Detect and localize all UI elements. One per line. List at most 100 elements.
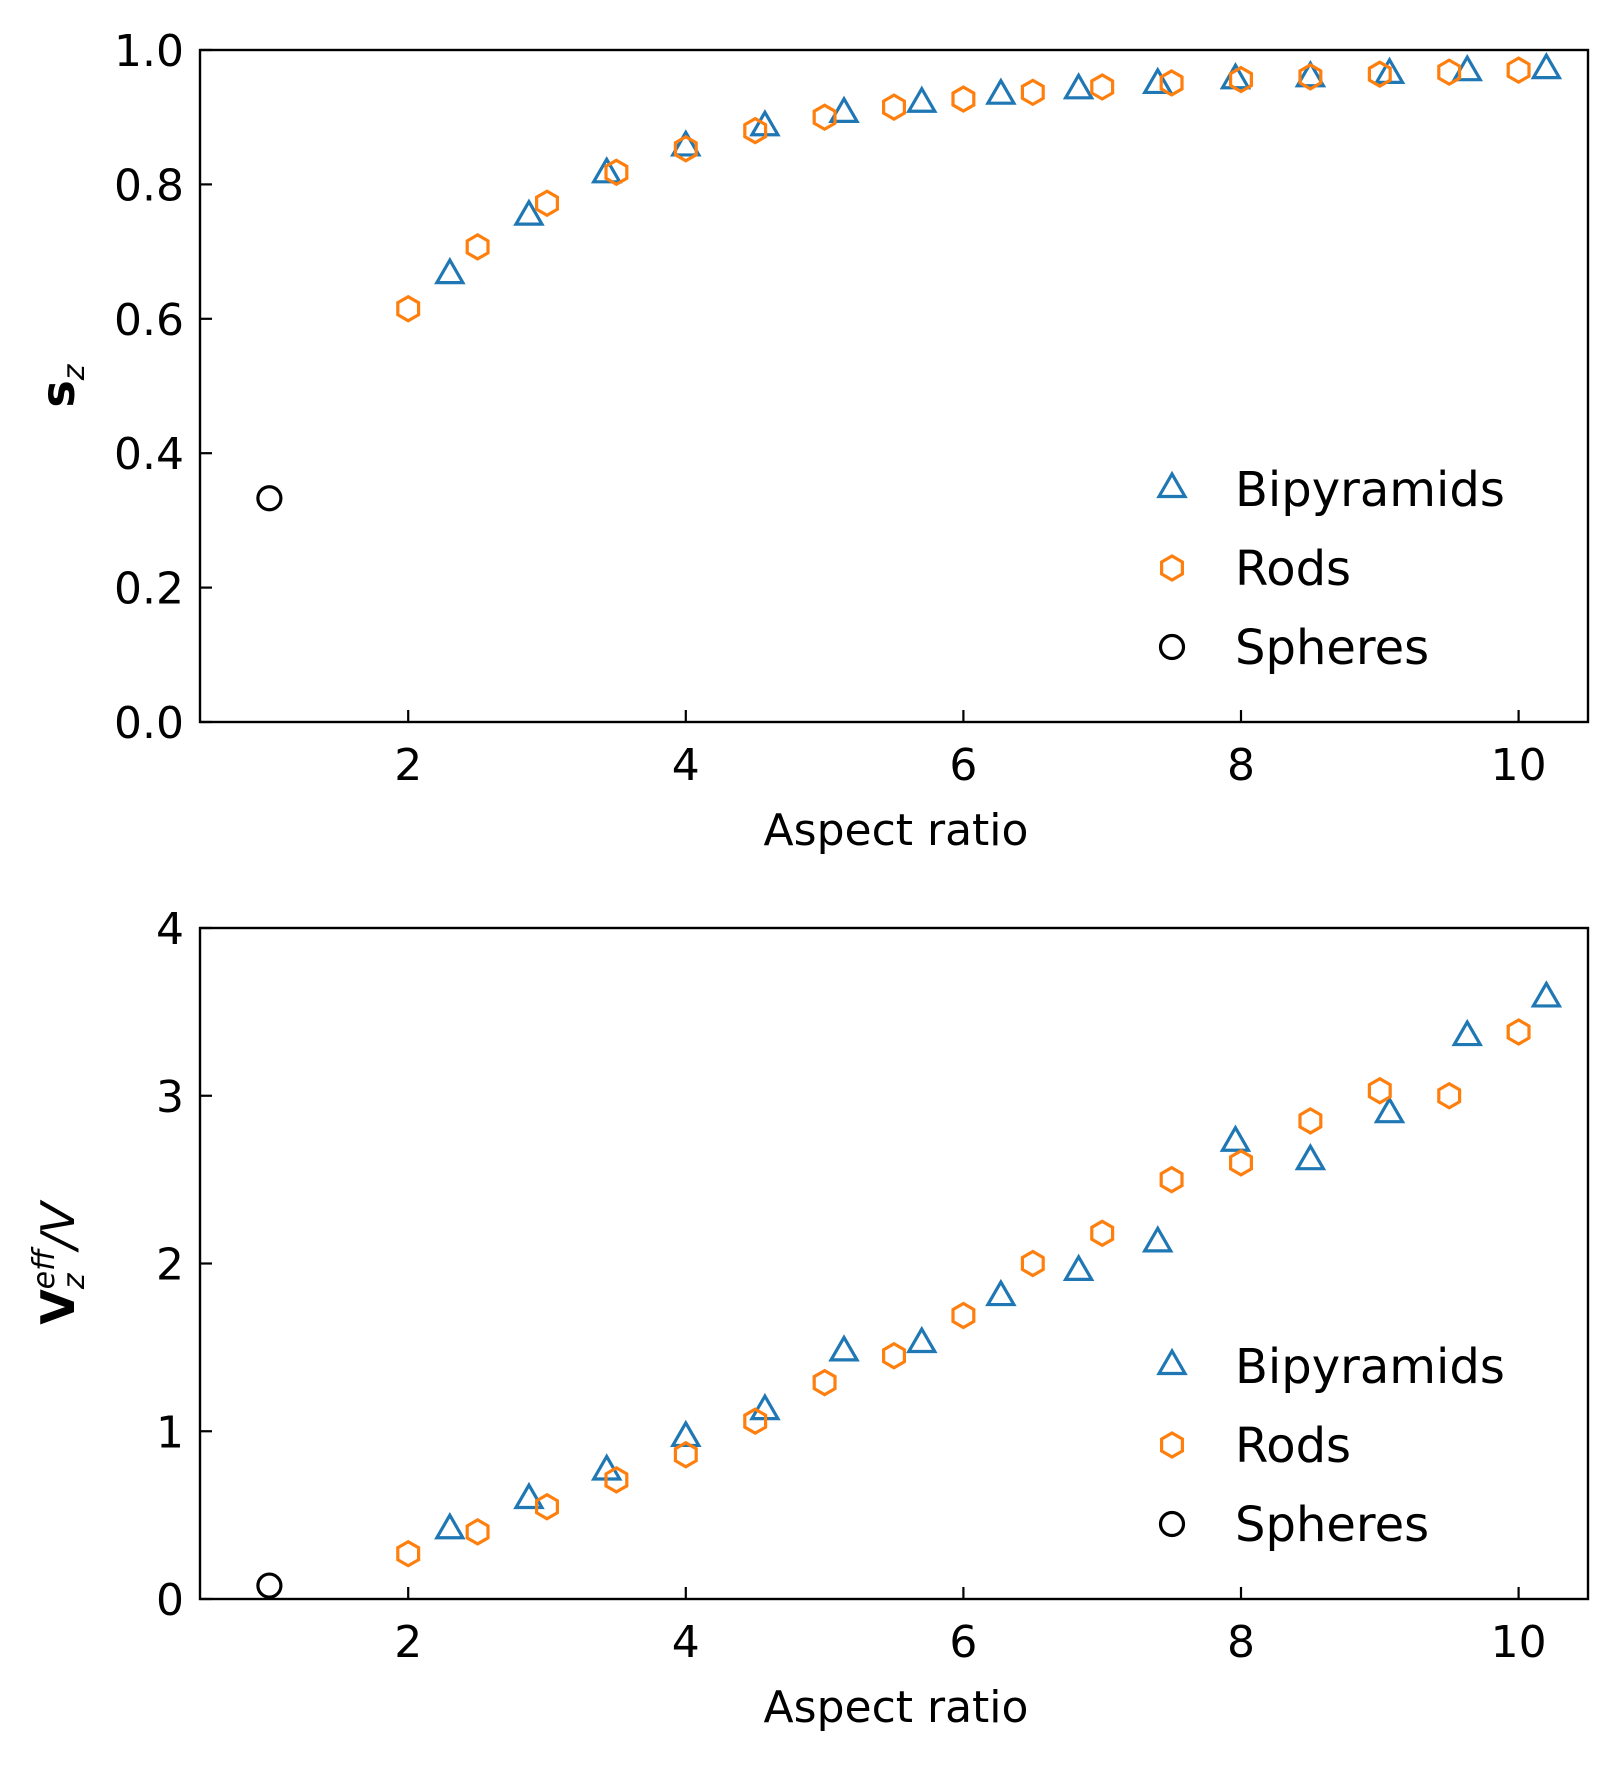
data-point: [1159, 69, 1184, 97]
x-tick-label: 8: [1227, 1617, 1255, 1668]
data-point: [513, 1481, 545, 1510]
legend-label-bipyramids: Bipyramids: [1235, 1339, 1505, 1395]
data-point: [743, 116, 768, 145]
x-tick-label: 2: [394, 740, 422, 791]
data-point: [1219, 1124, 1252, 1152]
x-tick-label: 8: [1227, 740, 1255, 791]
data-point: [905, 85, 938, 113]
data-point: [1229, 1149, 1253, 1177]
data-point: [1062, 72, 1095, 100]
series-rods: [396, 1018, 1531, 1568]
data-point: [985, 77, 1017, 105]
data-point: [882, 93, 906, 121]
data-point: [670, 129, 702, 157]
data-point: [743, 1407, 768, 1436]
legend-marker-bipyramids: [1156, 470, 1188, 499]
data-point: [1090, 1219, 1115, 1248]
legend-marker-rods: [1160, 554, 1184, 582]
series-spheres: [256, 1572, 283, 1599]
chart-panel-1: 2 4 6 8 10 0.0 0.2 0.4 0.6 0.8 1.0 Aspect ratio sz Bi…: [31, 26, 1590, 856]
y-tick-label: 4: [156, 904, 184, 955]
data-point: [604, 1466, 629, 1494]
data-point: [828, 95, 860, 123]
data-point: [465, 233, 490, 261]
y-tick-label: 0.0: [114, 698, 184, 749]
data-point: [1451, 1018, 1484, 1047]
legend-label-rods: Rods: [1235, 1418, 1351, 1474]
data-point: [1373, 1096, 1406, 1124]
plot-frame: [198, 48, 1590, 724]
x-tick-label: 6: [949, 1617, 977, 1668]
data-point: [1020, 78, 1045, 107]
data-point: [951, 1301, 976, 1330]
data-point: [673, 134, 698, 163]
data-point: [1141, 66, 1174, 95]
data-point: [1506, 1018, 1531, 1046]
data-point: [1298, 63, 1323, 91]
data-point: [951, 85, 976, 113]
data-point: [513, 198, 545, 226]
data-point: [1141, 1225, 1174, 1253]
data-point: [1367, 60, 1392, 89]
data-point: [1159, 1165, 1184, 1194]
data-point: [1298, 1107, 1323, 1135]
y-tick-label: 0.6: [114, 295, 184, 346]
series-bipyramids: [434, 980, 1563, 1540]
data-point: [1506, 56, 1531, 85]
legend-label-rods: Rods: [1235, 541, 1351, 597]
data-point: [828, 1334, 860, 1362]
data-point: [1229, 65, 1253, 94]
y-axis-label: Vzeff/V: [27, 1199, 92, 1325]
x-axis-label: Aspect ratio: [764, 805, 1029, 856]
data-point: [812, 1368, 837, 1397]
data-point: [535, 189, 559, 218]
legend-marker-bipyramids: [1156, 1347, 1188, 1376]
data-point: [1437, 1081, 1462, 1110]
data-point: [673, 1440, 698, 1469]
x-axis-label: Aspect ratio: [764, 1682, 1029, 1733]
data-point: [1294, 1142, 1327, 1171]
chart-panel-2: 2 4 6 8 10 0 1 2 3 4 Aspect ratio Vzeff/V Bipyramids…: [27, 904, 1590, 1733]
x-tick-label: 6: [949, 740, 977, 791]
data-point: [1530, 980, 1563, 1008]
y-tick-label: 2: [156, 1240, 184, 1291]
data-point: [535, 1492, 559, 1521]
legend: Bipyramids Rods Spheres: [1156, 462, 1505, 676]
legend-label-bipyramids: Bipyramids: [1235, 462, 1505, 518]
data-point: [1062, 1253, 1095, 1281]
legend-marker-rods: [1160, 1431, 1184, 1459]
legend-label-spheres: Spheres: [1235, 1497, 1429, 1553]
y-tick-label: 0.2: [114, 564, 184, 615]
series-spheres: [256, 485, 283, 512]
data-point: [882, 1341, 906, 1370]
y-tick-label: 3: [156, 1072, 184, 1123]
y-tick-label: 0: [156, 1575, 184, 1626]
data-point: [1437, 58, 1462, 87]
legend-marker-spheres: [1158, 1510, 1186, 1538]
data-point: [434, 1512, 466, 1540]
data-point: [1530, 51, 1563, 80]
data-point: [465, 1518, 490, 1546]
data-point: [604, 158, 629, 187]
data-point: [434, 256, 466, 285]
y-tick-label: 1: [156, 1407, 184, 1458]
data-point: [1090, 73, 1115, 101]
x-tick-label: 2: [394, 1617, 422, 1668]
legend: Bipyramids Rods Spheres: [1156, 1339, 1505, 1553]
legend-marker-spheres: [1158, 633, 1186, 661]
data-point: [1294, 60, 1327, 88]
series-rods: [396, 56, 1531, 323]
x-tick-label: 10: [1491, 740, 1547, 791]
data-point: [590, 156, 623, 184]
data-point: [670, 1419, 702, 1448]
data-point: [396, 294, 421, 323]
data-point: [812, 103, 837, 132]
legend-label-spheres: Spheres: [1235, 620, 1429, 676]
x-tick-label: 10: [1491, 1617, 1547, 1668]
y-axis-label: sz: [31, 363, 92, 407]
y-tick-label: 1.0: [114, 26, 184, 77]
y-tick-label: 0.8: [114, 160, 184, 211]
x-tick-label: 4: [672, 1617, 700, 1668]
